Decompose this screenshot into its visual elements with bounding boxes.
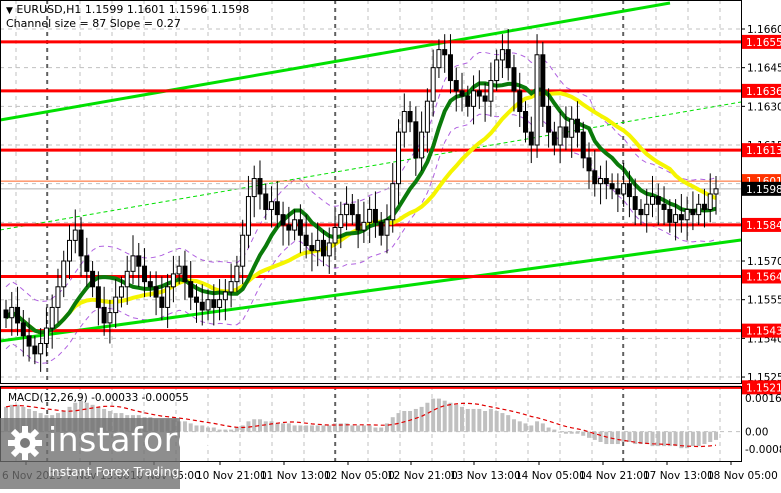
envelope-bands — [5, 52, 717, 364]
bid-price-label: 1.1598 — [746, 184, 781, 196]
price-tick-label: 1.1570 — [747, 256, 781, 268]
macd-scale-label: 0.00163 — [745, 393, 781, 405]
symbol-ohlc-text: EURUSD,H1 1.1599 1.1601 1.1596 1.1598 — [16, 3, 250, 16]
regression-channel — [0, 1, 742, 343]
time-tick-label: 12 Nov 21:00 — [387, 470, 458, 482]
brand-tagline: Instant Forex Trading — [48, 464, 180, 479]
price-tick-label: 1.1660 — [747, 24, 781, 36]
price-tick-label: 1.1630 — [747, 101, 781, 113]
time-tick-label: 11 Nov 13:00 — [260, 470, 331, 482]
brand-name: instaforex — [48, 420, 218, 459]
gear-logo-icon — [8, 426, 42, 460]
instaforex-watermark: instaforex Instant Forex Trading — [0, 418, 217, 489]
macd-scale-label: 0.00 — [745, 427, 768, 439]
candlesticks — [3, 29, 719, 372]
level-price-label: 1.1613 — [746, 145, 781, 157]
macd-indicator-label: MACD(12,26,9) -0.00033 -0.00055 — [8, 392, 189, 404]
price-tick-label: 1.1555 — [747, 295, 781, 307]
moving-averages — [4, 81, 717, 335]
time-tick-label: 18 Nov 05:00 — [707, 470, 778, 482]
time-tick-label: 14 Nov 05:00 — [515, 470, 586, 482]
macd-scale-label: -0.00084 — [745, 444, 781, 456]
level-price-label: 1.1584 — [746, 220, 781, 232]
level-price-label: 1.1543 — [746, 326, 781, 338]
level-price-label: 1.1521 — [746, 382, 781, 394]
level-price-label: 1.1636 — [746, 86, 781, 98]
price-tick-label: 1.1645 — [747, 63, 781, 75]
support-resistance-levels — [0, 40, 741, 389]
channel-indicator-label: Channel size = 87 Slope = 0.27 — [6, 17, 181, 30]
time-tick-label: 12 Nov 05:00 — [324, 470, 395, 482]
collapse-triangle-icon[interactable]: ▼ — [6, 6, 13, 16]
symbol-header: ▼ EURUSD,H1 1.1599 1.1601 1.1596 1.1598 — [6, 3, 249, 16]
time-tick-label: 14 Nov 21:00 — [579, 470, 650, 482]
level-price-label: 1.1655 — [746, 37, 781, 49]
time-tick-label: 10 Nov 21:00 — [196, 470, 267, 482]
price-axis[interactable]: 1.16601.16451.16301.16151.16001.15851.15… — [741, 24, 781, 456]
time-tick-label: 17 Nov 13:00 — [643, 470, 714, 482]
level-price-label: 1.1564 — [746, 271, 781, 283]
time-tick-label: 13 Nov 13:00 — [450, 470, 521, 482]
